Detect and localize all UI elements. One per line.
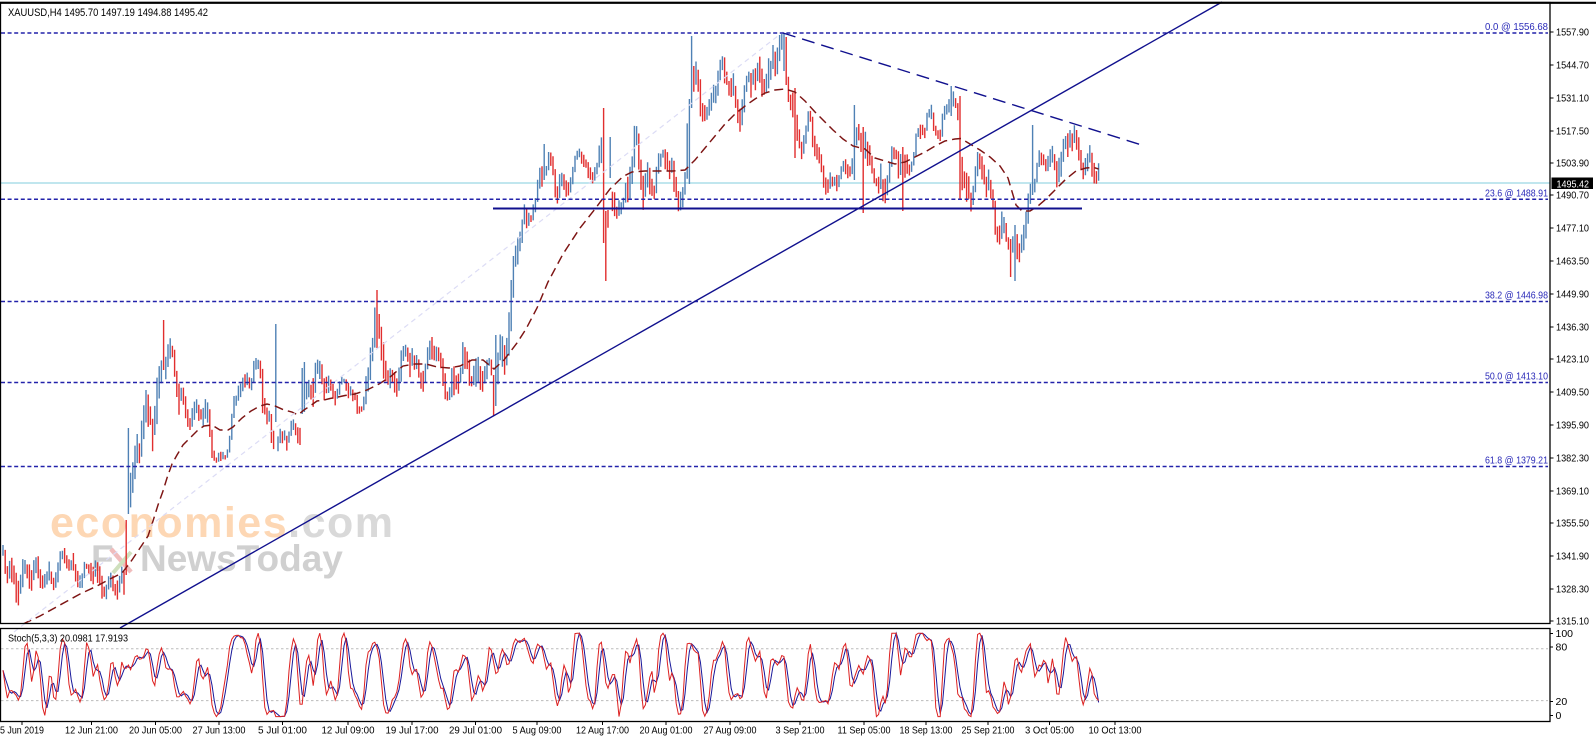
svg-text:economies.com: economies.com (50, 499, 395, 547)
svg-text:1355.50: 1355.50 (1556, 518, 1589, 530)
svg-text:0: 0 (1556, 710, 1562, 722)
svg-text:61.8 @ 1379.21: 61.8 @ 1379.21 (1485, 455, 1548, 467)
svg-text:38.2 @ 1446.98: 38.2 @ 1446.98 (1485, 290, 1548, 302)
svg-text:1395.90: 1395.90 (1556, 420, 1589, 432)
svg-text:100: 100 (1556, 628, 1574, 640)
svg-text:25 Sep 21:00: 25 Sep 21:00 (962, 725, 1015, 737)
svg-text:XAUUSD,H4 1495.70 1497.19 149: XAUUSD,H4 1495.70 1497.19 1494.88 1495.4… (8, 7, 208, 19)
svg-text:18 Sep 13:00: 18 Sep 13:00 (900, 725, 953, 737)
svg-text:1382.30: 1382.30 (1556, 453, 1589, 465)
svg-text:1315.10: 1315.10 (1556, 616, 1589, 628)
svg-text:1423.10: 1423.10 (1556, 354, 1589, 366)
svg-text:3 Oct 05:00: 3 Oct 05:00 (1025, 725, 1074, 737)
svg-text:1409.50: 1409.50 (1556, 387, 1589, 399)
svg-text:12 Jun 21:00: 12 Jun 21:00 (65, 725, 118, 737)
svg-text:27 Aug 09:00: 27 Aug 09:00 (704, 725, 757, 737)
svg-text:0.0 @ 1556.68: 0.0 @ 1556.68 (1485, 21, 1548, 33)
svg-text:1436.30: 1436.30 (1556, 322, 1589, 334)
svg-text:1369.10: 1369.10 (1556, 486, 1589, 498)
svg-text:1544.70: 1544.70 (1556, 60, 1589, 72)
svg-text:1477.10: 1477.10 (1556, 223, 1589, 235)
svg-text:1531.10: 1531.10 (1556, 93, 1589, 105)
svg-text:3 Sep 21:00: 3 Sep 21:00 (776, 725, 825, 737)
svg-text:20 Jun 05:00: 20 Jun 05:00 (129, 725, 182, 737)
svg-text:11 Sep 05:00: 11 Sep 05:00 (838, 725, 891, 737)
svg-text:19 Jul 17:00: 19 Jul 17:00 (386, 725, 439, 737)
svg-text:10 Oct 13:00: 10 Oct 13:00 (1089, 725, 1142, 737)
svg-text:1341.90: 1341.90 (1556, 551, 1589, 563)
svg-text:12 Jul 09:00: 12 Jul 09:00 (322, 725, 375, 737)
svg-text:Stoch(5,3,3) 20.0981 17.9193: Stoch(5,3,3) 20.0981 17.9193 (8, 633, 128, 645)
svg-text:29 Jul 01:00: 29 Jul 01:00 (449, 725, 502, 737)
svg-text:5 Jul 01:00: 5 Jul 01:00 (258, 725, 307, 737)
svg-text:1490.70: 1490.70 (1556, 190, 1589, 202)
svg-text:1503.90: 1503.90 (1556, 158, 1589, 170)
svg-text:5 Jun 2019: 5 Jun 2019 (0, 725, 44, 737)
svg-text:1517.50: 1517.50 (1556, 126, 1589, 138)
svg-text:23.6 @ 1488.91: 23.6 @ 1488.91 (1485, 187, 1548, 199)
svg-text:1449.90: 1449.90 (1556, 289, 1589, 301)
svg-text:20 Aug 01:00: 20 Aug 01:00 (640, 725, 693, 737)
svg-text:5 Aug 09:00: 5 Aug 09:00 (513, 725, 562, 737)
svg-text:50.0 @ 1413.10: 50.0 @ 1413.10 (1485, 371, 1548, 383)
svg-text:F: F (91, 538, 114, 579)
svg-text:1495.42: 1495.42 (1557, 178, 1590, 190)
svg-text:1328.30: 1328.30 (1556, 584, 1589, 596)
svg-text:1557.90: 1557.90 (1556, 27, 1589, 39)
svg-text:20: 20 (1556, 696, 1568, 708)
svg-text:80: 80 (1556, 642, 1568, 654)
svg-text:12 Aug 17:00: 12 Aug 17:00 (576, 725, 629, 737)
svg-text:27 Jun 13:00: 27 Jun 13:00 (193, 725, 246, 737)
svg-text:1463.50: 1463.50 (1556, 256, 1589, 268)
